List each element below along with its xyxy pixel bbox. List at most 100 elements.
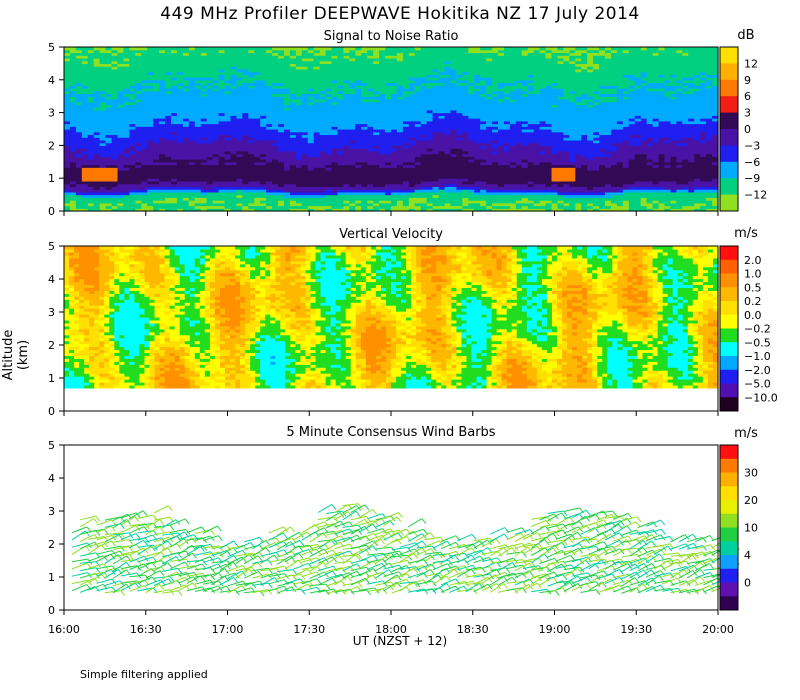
x-tick-label: 19:00 [539,623,571,636]
y-tick-label: 1 [48,172,55,185]
colorbar-2-swatch [720,568,738,583]
x-tick-label: 20:00 [702,623,734,636]
velocity-heatmap [64,246,719,389]
colorbar-tick-label: 9 [744,74,751,87]
x-tick-label: 16:30 [130,623,162,636]
velocity-unit-label: m/s [734,226,758,241]
x-axis-label: UT (NZST + 12) [352,634,448,648]
velocity-panel-title: Vertical Velocity [339,227,443,242]
colorbar-0-frame [719,46,739,212]
y-tick-label: 2 [48,339,55,352]
colorbar-0-swatch [720,79,738,97]
filter-footnote: Simple filtering applied [80,668,208,681]
colorbar-2-swatch [720,596,738,611]
y-tick-label: 3 [48,306,55,319]
colorbar-2-swatch [720,541,738,556]
colorbar-tick-label: 10 [744,522,758,535]
y-tick-label: 2 [48,538,55,551]
colorbar-2-swatch [720,472,738,487]
colorbar-2-swatch [720,486,738,501]
colorbar-2-frame [719,444,739,611]
y-tick-label: 0 [48,405,55,418]
colorbar-tick-label: 0 [744,577,751,590]
colorbar-tick-label: −2.0 [744,364,771,377]
y-tick-label: 0 [48,205,55,218]
y-tick-label: 5 [48,439,55,452]
colorbar-tick-label: −5.0 [744,378,771,391]
colorbar-2-swatch [720,513,738,528]
colorbar-2-swatch [720,555,738,570]
colorbar-tick-label: 12 [744,57,758,70]
y-tick-label: 1 [48,372,55,385]
x-tick-label: 18:00 [375,623,407,636]
colorbar-1-swatch [720,273,738,288]
y-tick-label: 3 [48,107,55,120]
colorbar-tick-label: −3 [744,139,760,152]
colorbar-0-swatch [720,161,738,179]
colorbar-tick-label: 0 [744,123,751,136]
colorbar-tick-label: 4 [744,549,751,562]
colorbar-tick-label: −6 [744,156,760,169]
colorbar-0-swatch [720,145,738,163]
colorbar-tick-label: 30 [744,467,758,480]
colorbar-0-swatch [720,96,738,114]
colorbar-tick-label: −1.0 [744,350,771,363]
y-tick-label: 5 [48,41,55,54]
colorbar-0-swatch [720,63,738,81]
colorbar-tick-label: −10.0 [744,391,778,404]
colorbar-tick-label: 6 [744,90,751,103]
colorbar-tick-label: 1.0 [744,268,762,281]
colorbar-tick-label: −9 [744,172,760,185]
y-tick-label: 2 [48,139,55,152]
colorbar-tick-label: 0.0 [744,309,762,322]
y-tick-label: 3 [48,505,55,518]
colorbar-tick-label: −0.5 [744,336,771,349]
y-tick-label: 0 [48,604,55,617]
colorbar-tick-label: 0.2 [744,295,762,308]
colorbar-1-frame [719,245,739,412]
x-tick-label: 17:00 [212,623,244,636]
wind-barbs [71,503,740,597]
y-tick-label: 5 [48,240,55,253]
y-tick-label: 4 [48,74,55,87]
colorbar-tick-label: −0.2 [744,323,771,336]
colorbar-1-swatch [720,369,738,384]
colorbar-1-swatch [720,383,738,398]
colorbar-1-swatch [720,342,738,357]
colorbar-2-swatch [720,500,738,515]
barbs-panel-title: 5 Minute Consensus Wind Barbs [286,425,496,440]
colorbar-0-swatch [720,178,738,196]
colorbar-tick-label: 3 [744,107,751,120]
colorbar-tick-label: 20 [744,494,758,507]
colorbar-1-swatch [720,301,738,316]
x-tick-label: 17:30 [293,623,325,636]
chart-title: 449 MHz Profiler DEEPWAVE Hokitika NZ 17… [160,4,640,24]
y-tick-label: 1 [48,571,55,584]
barbs-unit-label: m/s [734,426,758,441]
colorbar-0-swatch [720,129,738,146]
colorbar-2-swatch [720,445,738,460]
colorbar-1-swatch [720,356,738,371]
x-tick-label: 18:30 [457,623,489,636]
colorbar-tick-label: 0.5 [744,281,762,294]
x-tick-label: 19:30 [620,623,652,636]
colorbar-0-swatch [720,47,738,64]
snr-unit-label: dB [737,28,755,43]
colorbar-1-swatch [720,314,738,329]
colorbar-1-swatch [720,246,738,261]
colorbar-0-swatch [720,112,738,130]
colorbar-1-swatch [720,328,738,343]
colorbar-tick-label: −12 [744,189,767,202]
colorbar-0-swatch [720,194,738,212]
snr-heatmap [64,47,719,212]
snr-panel-title: Signal to Noise Ratio [323,29,459,44]
colorbar-tick-label: 2.0 [744,254,762,267]
y-tick-label: 4 [48,472,55,485]
colorbar-2-swatch [720,582,738,597]
y-tick-label: 4 [48,273,55,286]
colorbar-1-swatch [720,287,738,302]
colorbar-2-swatch [720,458,738,473]
colorbar-1-swatch [720,397,738,412]
x-tick-label: 16:00 [48,623,80,636]
